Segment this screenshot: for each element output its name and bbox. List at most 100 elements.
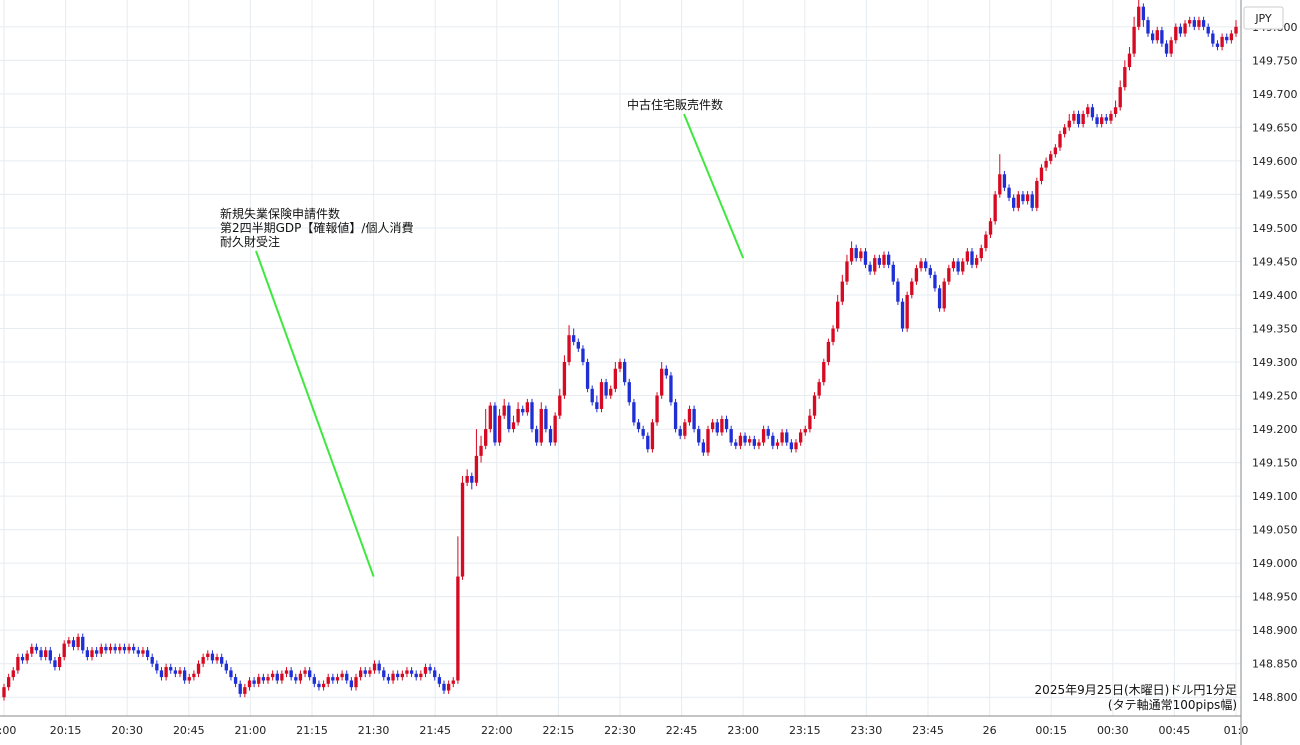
candle-body [127,646,131,651]
candle-body [317,683,321,688]
candle-body [1095,117,1099,125]
candle-body [812,395,817,416]
candle-body [581,348,585,363]
candle-body [409,670,414,674]
candle-body [525,402,530,413]
candle-body [817,382,821,396]
candle-body [511,422,516,430]
candle-body [76,636,80,647]
candle-body [354,677,358,688]
candle-body [99,646,103,654]
candles [2,0,1238,701]
candle-body [507,405,511,430]
candle-body [720,419,724,433]
price-tick-label: 148.800 [1252,691,1298,704]
candle-body [1002,174,1007,188]
candle-body [1104,117,1108,121]
candle-body [349,680,354,688]
candle-body [11,670,15,678]
candle-body [775,442,780,446]
candle-body [965,251,970,262]
candle-body [396,673,400,678]
candle-body [502,405,506,416]
candle-body [1067,120,1071,128]
candle-body [155,663,159,671]
candle-body [284,670,289,674]
annotation-leader-line [683,113,745,259]
candle-body [951,261,956,269]
candle-body [493,405,497,443]
currency-label-box[interactable] [1243,6,1284,30]
candle-body [173,670,178,674]
candle-body [1039,167,1044,182]
candle-body [414,673,418,678]
candle-body [1007,187,1011,198]
candle-body [1234,26,1238,34]
time-tick-label: 26 [983,724,997,737]
time-tick-label: 23:30 [851,724,883,737]
candle-body [159,670,164,678]
candle-body [1016,194,1020,208]
candle-body [1062,127,1067,135]
candle-body [1211,33,1215,44]
candle-body [298,673,303,681]
price-tick-label: 149.500 [1252,222,1298,235]
price-tick-label: 149.200 [1252,423,1298,436]
candle-body [1021,194,1025,202]
candle-body [1118,87,1122,108]
candle-body [650,422,655,450]
candle-body [437,677,442,684]
candle-body [979,248,983,259]
price-tick-label: 149.650 [1252,121,1298,134]
candle-body [48,650,52,661]
candle-body [391,673,395,681]
time-tick-label: 0:00 [0,724,16,737]
candle-body [229,670,233,678]
candle-body [178,670,182,674]
time-axis: 0:00 20:15 20:30 20:45 21:00 21:15 21:30 21:45 2… [0,724,1248,737]
candle-body [919,261,923,269]
candle-body [1053,147,1058,155]
candle-body [1215,43,1220,47]
candle-body [1081,113,1085,125]
candle-body [748,439,752,443]
candle-body [933,274,937,289]
candle-body [1044,160,1048,168]
candle-body [613,368,618,389]
candle-body [798,432,803,443]
price-tick-label: 149.100 [1252,490,1298,503]
candle-body [1192,20,1196,27]
price-tick-label: 149.150 [1252,457,1298,470]
candle-body [794,442,798,450]
time-tick-label: 23:45 [912,724,944,737]
candle-body [261,677,266,681]
annotation-leader-line [255,250,375,577]
candle-body [831,328,835,342]
price-axis: 148.800 148.850 148.900 148.950 149.000 149.0… [1252,21,1298,704]
candle-body [544,408,548,430]
candle-body [701,442,706,453]
candle-body [900,301,905,329]
candle-body [914,268,919,282]
price-tick-label: 149.400 [1252,289,1298,302]
candle-body [363,670,367,674]
candle-body [891,264,895,282]
candle-body [446,683,451,691]
candle-body [20,657,25,661]
candle-body [442,683,446,691]
price-tick-label: 149.450 [1252,255,1298,268]
candle-body [599,382,604,409]
candle-body [715,422,719,433]
currency-label[interactable]: JPY [1254,12,1272,25]
price-tick-label: 149.250 [1252,390,1298,403]
candle-body [548,429,553,443]
candle-body [521,408,525,413]
candle-body [145,650,150,658]
candle-body [1188,20,1192,24]
candle-body [90,650,94,658]
candle-body [312,677,316,684]
time-tick-label: 22:15 [543,724,575,737]
time-tick-label: 20:15 [50,724,82,737]
candle-body [724,419,729,430]
